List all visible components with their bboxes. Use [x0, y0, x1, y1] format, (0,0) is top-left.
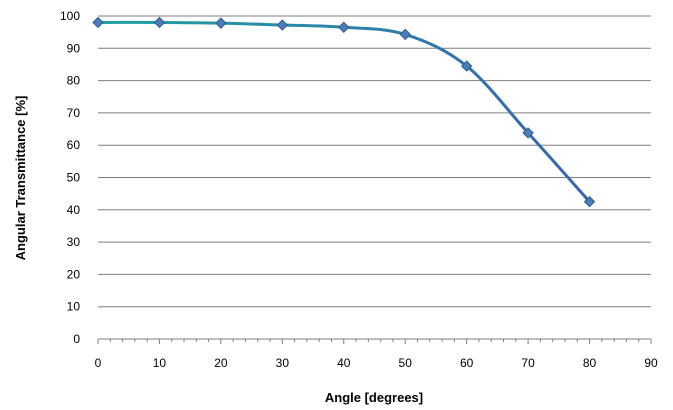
- x-tick-label-30: 30: [276, 356, 290, 370]
- data-point-70: [522, 127, 534, 139]
- data-point-50: [399, 28, 411, 41]
- data-point-0: [92, 16, 104, 29]
- x-tick-label-50: 50: [399, 356, 413, 370]
- x-tick-label-0: 0: [95, 356, 102, 370]
- x-tick-label-70: 70: [521, 356, 535, 370]
- series-path: [96, 20, 592, 204]
- x-tick-label-60: 60: [460, 356, 474, 370]
- y-tick-labels: 0 10 20 30 40 50 60 70 80 90 100: [60, 9, 80, 346]
- x-tick-label-10: 10: [153, 356, 167, 370]
- y-tick-label-20: 20: [67, 267, 81, 281]
- y-tick-label-10: 10: [67, 300, 81, 314]
- x-tick-label-80: 80: [583, 356, 597, 370]
- data-point-80: [583, 196, 596, 208]
- y-tick-label-50: 50: [67, 171, 81, 185]
- series-line: [96, 20, 592, 204]
- y-tick-label-60: 60: [67, 138, 81, 152]
- x-tick-label-40: 40: [337, 356, 351, 370]
- data-point-60: [460, 60, 473, 72]
- data-point-20: [215, 17, 227, 29]
- data-point-30: [276, 19, 289, 31]
- y-tick-label-0: 0: [73, 332, 80, 346]
- data-point-40: [338, 21, 350, 34]
- y-tick-label-80: 80: [67, 74, 81, 88]
- y-axis-title: Angular Transmittance [%]: [13, 96, 28, 261]
- x-axis-title: Angle [degrees]: [325, 390, 423, 405]
- data-points: [92, 16, 596, 208]
- y-tick-label-70: 70: [67, 106, 81, 120]
- x-tick-label-90: 90: [644, 356, 658, 370]
- x-tick-label-20: 20: [214, 356, 228, 370]
- y-tick-label-90: 90: [67, 41, 81, 55]
- y-tick-label-30: 30: [67, 235, 81, 249]
- gridlines: [98, 15, 651, 308]
- axes: [97, 338, 652, 344]
- y-tick-label-40: 40: [67, 203, 81, 217]
- data-point-10: [153, 16, 166, 29]
- y-tick-label-100: 100: [60, 9, 80, 23]
- x-tick-labels: 0 10 20 30 40 50 60 70 80 90: [95, 356, 658, 370]
